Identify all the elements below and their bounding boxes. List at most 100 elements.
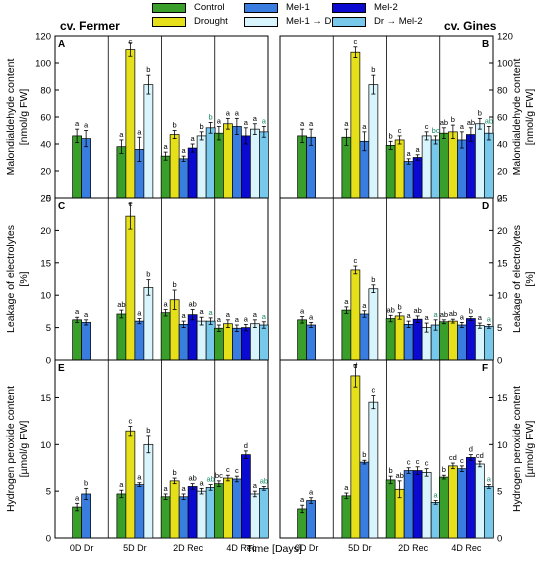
significance-label: a [362, 122, 367, 131]
significance-label: a [253, 114, 258, 123]
bar [81, 138, 91, 199]
significance-label: c [129, 37, 133, 46]
y-tick-label: 60 [497, 113, 508, 124]
significance-label: ab [206, 475, 214, 484]
bar [421, 472, 432, 539]
significance-label: b [371, 275, 375, 284]
significance-label: a [235, 315, 240, 324]
bar [250, 493, 260, 539]
y-tick-label: 0 [497, 534, 502, 545]
significance-label: a [200, 478, 205, 487]
y-tick-label: 0 [46, 534, 51, 545]
significance-label: d [353, 361, 357, 370]
legend-swatch [152, 16, 186, 27]
significance-label: b [173, 468, 177, 477]
significance-label: c [372, 386, 376, 395]
significance-label: a [235, 108, 240, 117]
significance-label: a [226, 108, 231, 117]
bar [457, 139, 467, 199]
bar [430, 502, 441, 539]
y-tick-label: 120 [497, 32, 513, 43]
y-tick-label: 15 [40, 393, 51, 404]
y-tick-label: 15 [40, 258, 51, 269]
legend-item-mel1-dr: Mel-1 → Dr [244, 16, 335, 27]
significance-label: c [235, 466, 239, 475]
bar [448, 320, 458, 361]
significance-label: ab [117, 300, 125, 309]
significance-label: a [200, 307, 205, 316]
bar [214, 483, 224, 539]
y-axis-title-line2: [µmol/g FW] [524, 421, 536, 478]
y-axis-title-line2: [nmol/g FW] [18, 89, 30, 146]
bar [439, 321, 449, 361]
significance-label: a [75, 493, 80, 502]
significance-label: a [460, 122, 465, 131]
significance-label: ab [449, 309, 457, 318]
bar [466, 318, 476, 361]
bar [385, 145, 396, 199]
bar [457, 324, 467, 361]
y-tick-label: 5 [497, 487, 502, 498]
significance-label: a [244, 314, 249, 323]
significance-label: a [434, 310, 439, 319]
significance-label: ab [485, 116, 493, 125]
bar [116, 493, 127, 539]
legend-item-mel2: Mel-2 [332, 2, 398, 13]
y-tick-label: 20 [497, 226, 508, 237]
bar [439, 132, 449, 199]
bar [232, 126, 242, 199]
bar [214, 132, 224, 199]
bar [205, 487, 216, 539]
significance-label: c [226, 465, 230, 474]
legend-label: Mel-2 [374, 2, 398, 13]
bar [259, 131, 269, 199]
cultivar-title-left: cv. Fermer [60, 19, 120, 33]
bar [223, 323, 233, 361]
bar [116, 313, 127, 361]
significance-label: a [84, 310, 89, 319]
bar [143, 443, 154, 539]
significance-label: a [416, 145, 421, 154]
bar [187, 147, 198, 199]
significance-label: ab [440, 310, 448, 319]
bar [134, 320, 145, 361]
significance-label: b [478, 108, 482, 117]
bar [232, 478, 242, 539]
x-tick-label: 5D Dr [348, 543, 372, 553]
significance-label: ab [467, 118, 475, 127]
significance-label: c [398, 126, 402, 135]
significance-label: a [164, 142, 169, 151]
significance-label: a [137, 127, 142, 136]
y-axis-title-line1: Hydrogen peroxide content [511, 386, 523, 512]
significance-label: a [300, 495, 305, 504]
bar [223, 123, 233, 199]
bar [214, 327, 224, 361]
bar [297, 508, 307, 539]
bar [250, 323, 260, 361]
bar [385, 318, 396, 361]
bar [241, 135, 251, 199]
legend-item-dr-mel2: Dr → Mel-2 [332, 16, 423, 27]
bar [403, 161, 414, 199]
bar [475, 123, 485, 199]
significance-label: ab [413, 306, 421, 315]
significance-label: c [354, 37, 358, 46]
y-tick-label: 5 [46, 487, 51, 498]
bar [457, 468, 467, 539]
significance-label: c [129, 417, 133, 426]
bar [187, 486, 198, 539]
y-tick-label: 100 [497, 59, 513, 70]
significance-label: a [253, 310, 258, 319]
significance-label: b [389, 466, 393, 475]
x-tick-label: 4D Rec [451, 543, 482, 553]
bar [160, 155, 171, 199]
panel-letter: A [58, 39, 65, 50]
significance-label: b [389, 131, 393, 140]
y-tick-label: 0 [46, 356, 51, 367]
bar [439, 476, 449, 539]
panel-letter: B [482, 39, 489, 50]
significance-label: a [407, 311, 412, 320]
significance-label: a [182, 146, 187, 155]
